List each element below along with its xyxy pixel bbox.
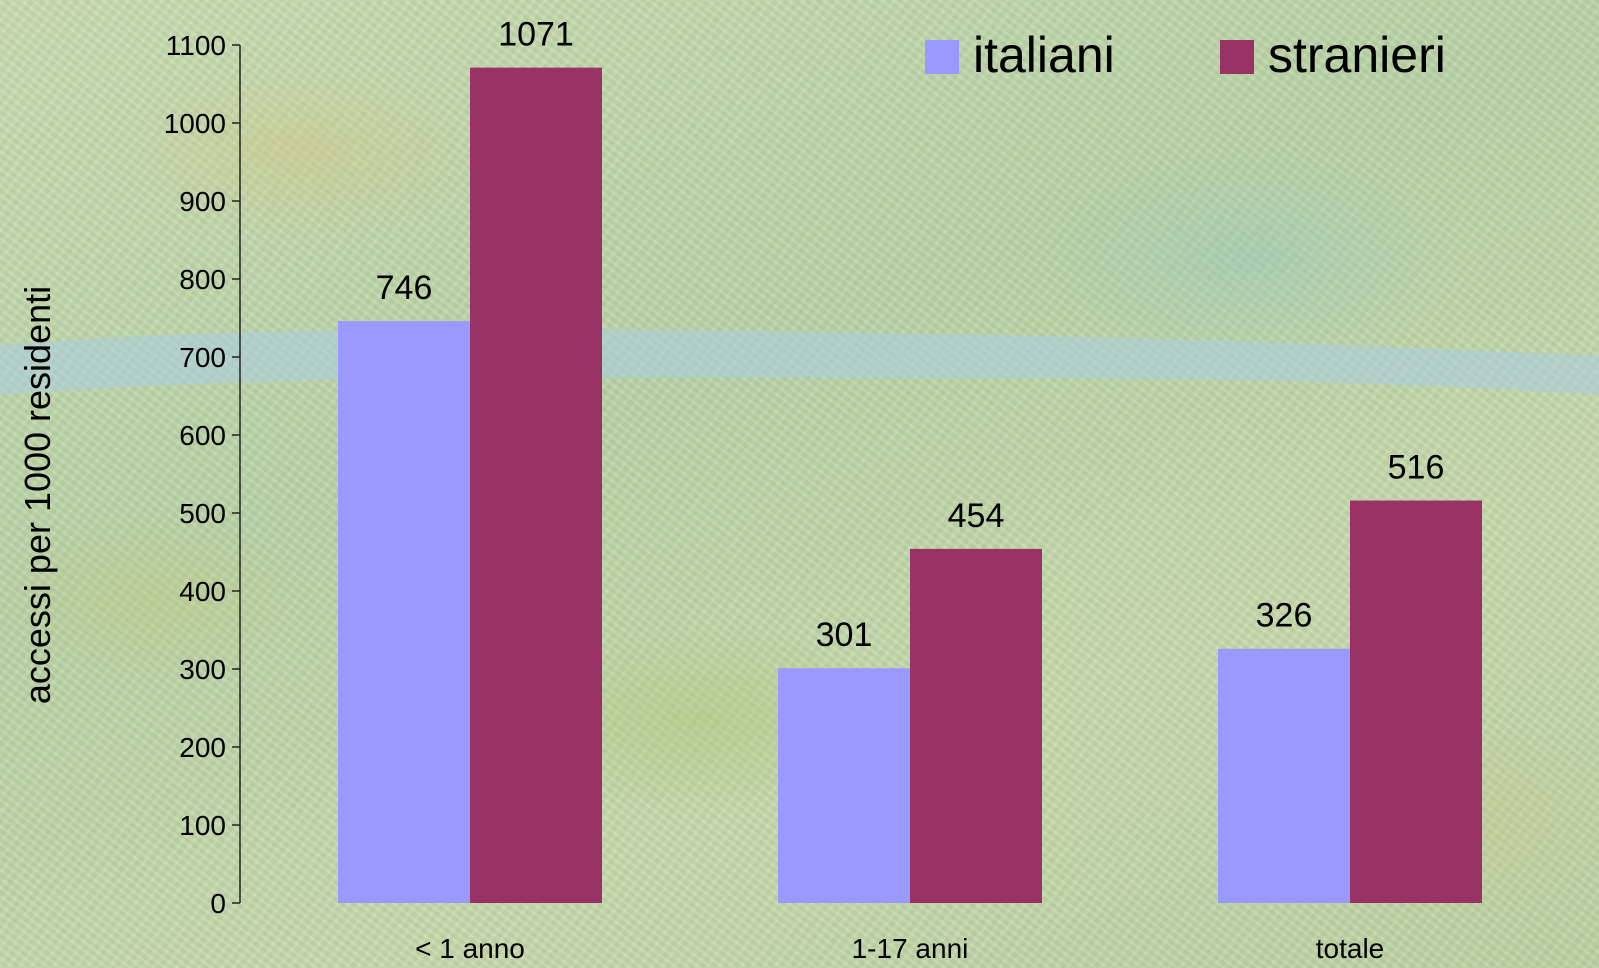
y-tick-label: 100: [179, 810, 226, 841]
y-tick-label: 300: [179, 654, 226, 685]
legend-swatch-italiani: [925, 40, 959, 74]
legend: italiani stranieri: [925, 27, 1446, 83]
y-axis-label: accessi per 1000 residenti: [17, 286, 58, 704]
legend-label-stranieri: stranieri: [1268, 27, 1446, 83]
bar-stranieri-1: [910, 548, 1042, 903]
data-label-italiani-2: 326: [1256, 597, 1313, 635]
y-tick-label: 600: [179, 420, 226, 451]
y-tick-label: 700: [179, 342, 226, 373]
bars: [338, 67, 1482, 904]
data-labels: 746 1071 301 454 326 516: [376, 16, 1445, 655]
y-tick-label: 1000: [164, 108, 226, 139]
category-label: totale: [1316, 933, 1385, 964]
bar-stranieri-0: [470, 67, 602, 904]
y-tick-label: 200: [179, 732, 226, 763]
y-tick-label: 400: [179, 576, 226, 607]
data-label-stranieri-2: 516: [1388, 449, 1445, 487]
category-label: < 1 anno: [415, 933, 525, 964]
legend-swatch-stranieri: [1220, 40, 1254, 74]
data-label-italiani-1: 301: [816, 616, 873, 654]
axes: 0 100 200 300 400 500 600 700 800 900 1000 1100 < 1 …: [164, 30, 1385, 964]
bar-italiani-2: [1218, 648, 1350, 903]
y-tick-label: 800: [179, 264, 226, 295]
data-label-stranieri-0: 1071: [498, 16, 574, 54]
y-tick-label: 900: [179, 186, 226, 217]
bar-stranieri-2: [1350, 500, 1482, 903]
legend-label-italiani: italiani: [973, 27, 1115, 83]
data-label-italiani-0: 746: [376, 269, 433, 307]
bar-italiani-1: [778, 668, 910, 903]
bar-italiani-0: [338, 321, 470, 903]
y-tick-label: 0: [210, 888, 226, 919]
data-label-stranieri-1: 454: [948, 497, 1005, 535]
y-tick-label: 1100: [166, 30, 226, 61]
y-tick-label: 500: [179, 498, 226, 529]
category-label: 1-17 anni: [852, 933, 969, 964]
